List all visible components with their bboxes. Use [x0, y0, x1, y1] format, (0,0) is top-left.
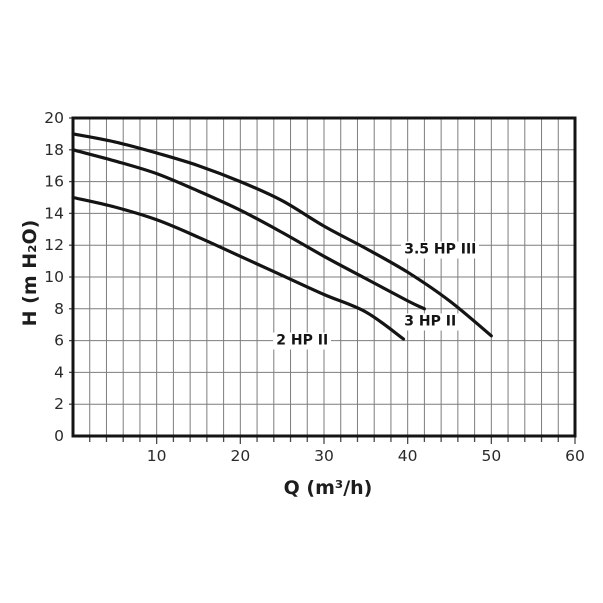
plot-frame: [71, 116, 577, 438]
x-tick-label: 40: [398, 447, 418, 465]
x-tick-label: 60: [565, 447, 585, 465]
y-tick-label: 16: [44, 173, 64, 191]
curve-2-hp-ii: [71, 195, 406, 341]
y-tick-label: 0: [54, 427, 64, 445]
x-axis-title: Q (m³/h): [283, 477, 373, 499]
pump-curves: [71, 132, 493, 341]
curve-label-2-hp-ii: 2 HP II: [273, 332, 332, 350]
y-tick-label: 14: [44, 204, 64, 222]
y-tick-label: 4: [54, 363, 64, 381]
axis-ticks: [69, 117, 576, 444]
y-tick-label: 8: [54, 300, 64, 318]
grid-lines: [73, 118, 575, 436]
curve-3-hp-ii: [71, 148, 426, 311]
tick-labels: 0 2 4 6 8 10 12 14 16 18 20 10 20 30 40 50 60: [44, 109, 585, 465]
x-tick-label: 50: [481, 447, 501, 465]
y-tick-label: 10: [44, 268, 64, 286]
y-tick-label: 18: [44, 141, 64, 159]
x-tick-label: 20: [230, 447, 250, 465]
y-tick-label: 2: [54, 395, 64, 413]
y-tick-label: 6: [54, 332, 64, 350]
y-tick-label: 20: [44, 109, 64, 127]
x-tick-label: 30: [314, 447, 334, 465]
curve-label-3-5-hp-iii: 3.5 HP III: [401, 241, 480, 259]
y-axis-title: H (m H₂O): [19, 219, 41, 327]
x-tick-label: 10: [147, 447, 167, 465]
curve-3-5-hp-iii: [71, 132, 493, 338]
curve-label-3-hp-ii: 3 HP II: [401, 313, 460, 331]
y-tick-label: 12: [44, 236, 64, 254]
